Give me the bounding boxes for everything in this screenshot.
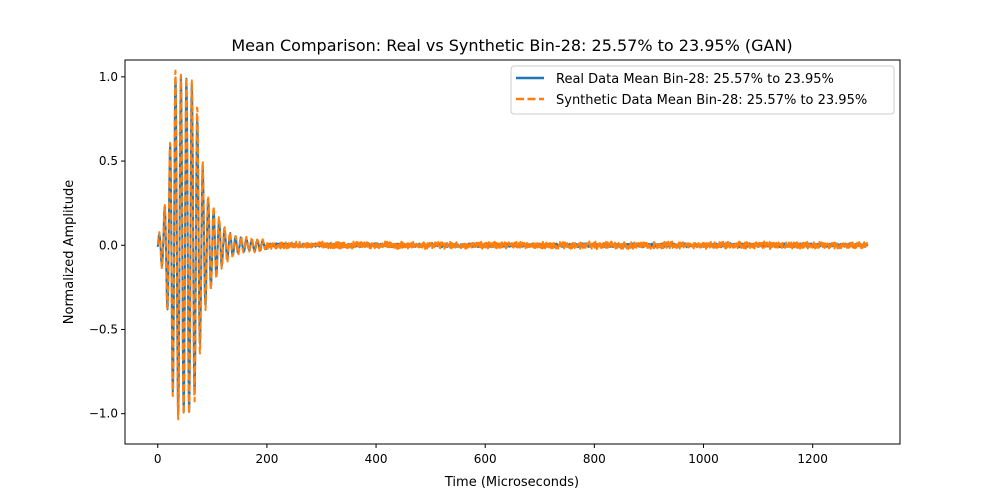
legend: Real Data Mean Bin-28: 25.57% to 23.95% … [510, 65, 895, 115]
x-tick-label: 1200 [797, 452, 828, 466]
y-tick-label: −0.5 [89, 322, 118, 336]
y-tick-label: −1.0 [89, 407, 118, 421]
y-axis: −1.0 −0.5 0.0 0.5 1.0 [89, 70, 125, 421]
plot-frame [124, 59, 901, 445]
chart-title: Mean Comparison: Real vs Synthetic Bin-2… [231, 36, 792, 55]
y-axis-label: Normalized Amplitude [62, 180, 77, 324]
y-tick-label: 1.0 [99, 70, 118, 84]
x-tick-label: 600 [474, 452, 497, 466]
legend-frame [510, 65, 895, 115]
x-tick-label: 0 [154, 452, 162, 466]
x-axis: 0 200 400 600 800 1000 1200 [154, 444, 828, 466]
x-tick-label: 400 [365, 452, 388, 466]
series-line-synthetic [156, 69, 869, 421]
y-tick-label: 0.5 [99, 154, 118, 168]
x-tick-label: 1000 [688, 452, 719, 466]
legend-entry-synthetic: Synthetic Data Mean Bin-28: 25.57% to 23… [556, 93, 867, 108]
x-tick-label: 200 [255, 452, 278, 466]
legend-entry-real: Real Data Mean Bin-28: 25.57% to 23.95% [556, 72, 834, 87]
y-tick-label: 0.0 [99, 238, 118, 252]
x-axis-label: Time (Microseconds) [444, 475, 579, 490]
series-layer [156, 69, 869, 421]
x-tick-label: 800 [583, 452, 606, 466]
